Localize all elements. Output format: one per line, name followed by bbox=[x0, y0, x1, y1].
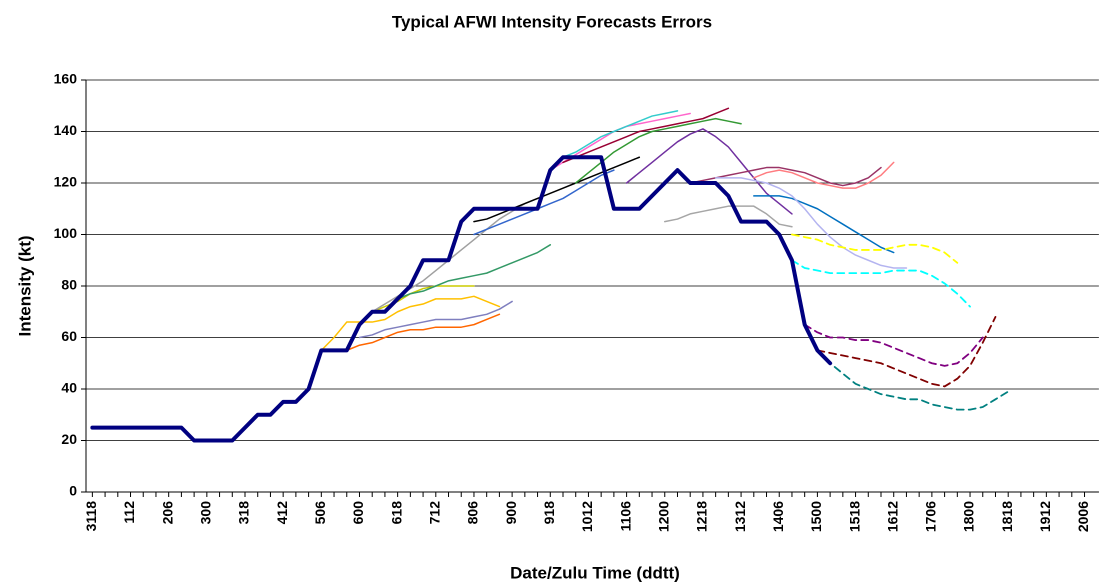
series-line bbox=[358, 300, 513, 339]
x-tick-label: 712 bbox=[427, 501, 443, 525]
x-tick-label: 900 bbox=[503, 501, 519, 525]
y-axis-title: Intensity (kt) bbox=[15, 235, 34, 336]
plot-lines bbox=[90, 107, 1010, 443]
series-line bbox=[791, 233, 959, 264]
series-line bbox=[562, 110, 679, 158]
x-tick-label: 618 bbox=[388, 501, 404, 525]
series-line bbox=[473, 169, 615, 236]
series-line bbox=[664, 205, 793, 228]
series-line bbox=[803, 323, 984, 367]
series-line bbox=[396, 244, 552, 300]
y-tick-label: 100 bbox=[54, 225, 78, 241]
series-line bbox=[753, 161, 895, 189]
x-axis-title: Date/Zulu Time (ddtt) bbox=[510, 563, 680, 582]
x-tick-label: 1818 bbox=[999, 501, 1015, 532]
x-tick-label: 1406 bbox=[770, 501, 786, 532]
axes: 0 20 40 60 80 100 120 140 160 3118 112 206 300 318 412… bbox=[54, 71, 1099, 532]
series-line bbox=[625, 128, 793, 215]
y-tick-label: 80 bbox=[61, 277, 77, 293]
x-tick-label: 1800 bbox=[961, 501, 977, 532]
x-tick-label: 918 bbox=[541, 501, 557, 525]
x-tick-label: 1518 bbox=[846, 501, 862, 532]
y-tick-label: 120 bbox=[54, 174, 78, 190]
series-line bbox=[816, 349, 1010, 411]
series-line bbox=[714, 177, 908, 269]
y-tick-label: 60 bbox=[61, 328, 77, 344]
y-tick-label: 160 bbox=[54, 71, 78, 87]
x-tick-label: 1612 bbox=[884, 501, 900, 532]
y-tick-label: 20 bbox=[61, 431, 77, 447]
x-tick-label: 1706 bbox=[923, 501, 939, 532]
series-line bbox=[753, 195, 895, 254]
x-tick-label: 1218 bbox=[694, 501, 710, 532]
x-tick-label: 600 bbox=[350, 501, 366, 525]
series-line bbox=[346, 313, 501, 352]
series-line bbox=[371, 197, 539, 313]
x-tick-label: 506 bbox=[312, 501, 328, 525]
series-line bbox=[816, 316, 997, 388]
x-tick-label: 300 bbox=[198, 501, 214, 525]
y-tick-label: 140 bbox=[54, 122, 78, 138]
y-tick-label: 40 bbox=[61, 380, 77, 396]
x-tick-label: 1912 bbox=[1037, 501, 1053, 532]
x-tick-label: 3118 bbox=[83, 501, 99, 532]
series-line bbox=[791, 259, 971, 308]
x-tick-label: 412 bbox=[274, 501, 290, 525]
series-line bbox=[549, 112, 691, 171]
y-tick-label: 0 bbox=[69, 483, 77, 499]
x-tick-label: 806 bbox=[465, 501, 481, 525]
grid bbox=[86, 79, 1099, 493]
x-tick-label: 1200 bbox=[655, 501, 671, 532]
chart-title: Typical AFWI Intensity Forecasts Errors bbox=[392, 12, 712, 31]
series-line bbox=[90, 155, 833, 443]
x-tick-label: 1500 bbox=[808, 501, 824, 532]
series-line bbox=[320, 295, 501, 352]
x-tick-label: 1312 bbox=[732, 501, 748, 532]
x-tick-label: 318 bbox=[236, 501, 252, 525]
x-tick-label: 1012 bbox=[579, 501, 595, 532]
series-line bbox=[689, 166, 882, 187]
series-line bbox=[473, 156, 641, 223]
x-tick-label: 206 bbox=[159, 501, 175, 525]
x-tick-label: 1106 bbox=[617, 501, 633, 532]
x-tick-label: 2006 bbox=[1075, 501, 1091, 532]
x-tick-label: 112 bbox=[121, 501, 137, 524]
series-line bbox=[562, 107, 730, 164]
